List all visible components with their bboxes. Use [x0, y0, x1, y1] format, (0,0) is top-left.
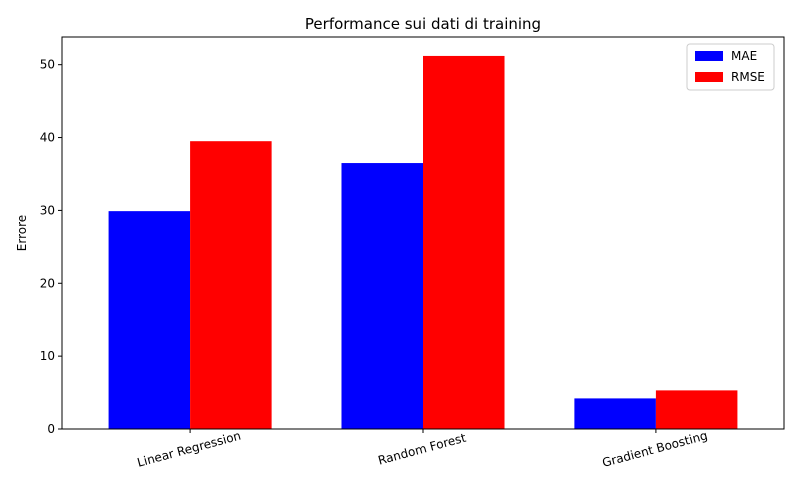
- legend-label-rmse: RMSE: [731, 70, 765, 84]
- x-tick-label: Random Forest: [377, 431, 468, 468]
- y-tick-label: 30: [40, 203, 55, 217]
- legend-label-mae: MAE: [731, 49, 757, 63]
- bar-rmse-linear-regression: [190, 141, 272, 430]
- y-tick-label: 20: [40, 276, 55, 290]
- y-tick-label: 10: [40, 349, 55, 363]
- bar-mae-random-forest: [341, 163, 423, 429]
- bars-layer: [108, 55, 738, 430]
- x-axis-ticks: Linear Regression Random Forest Gradient B…: [136, 428, 709, 470]
- bar-mae-linear-regression: [108, 211, 191, 429]
- plot-frame: [61, 36, 785, 430]
- bar-mae-gradient-boosting: [574, 398, 656, 429]
- bar-rmse-gradient-boosting: [655, 390, 738, 429]
- bar-rmse-random-forest: [423, 55, 505, 429]
- y-tick-label: 50: [40, 58, 55, 72]
- y-axis-label: Errore: [15, 215, 29, 251]
- y-axis-ticks: 0 10 20 30 40 50: [40, 58, 62, 436]
- legend-swatch-rmse: [695, 72, 723, 82]
- x-tick-label: Linear Regression: [136, 429, 243, 470]
- legend-swatch-mae: [695, 51, 723, 61]
- x-tick-label: Gradient Boosting: [601, 428, 709, 470]
- y-tick-label: 40: [40, 131, 55, 145]
- legend: MAE RMSE: [686, 43, 775, 91]
- chart-title: Performance sui dati di training: [305, 15, 541, 33]
- y-tick-label: 0: [47, 422, 55, 436]
